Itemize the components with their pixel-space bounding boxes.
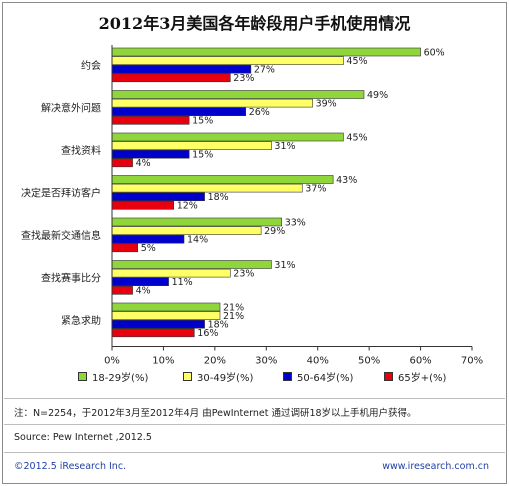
plot-area: 约会 60% 45% 27% 23% 解决意外问题 49% 39% 26% 15% 查找资料 45% 3… (21, 45, 483, 367)
bar (111, 107, 247, 116)
legend-item: 30-49岁(%) (183, 369, 253, 384)
bar (111, 158, 133, 168)
legend-item: 65岁+(%) (384, 369, 446, 384)
bar (111, 311, 221, 320)
bar (111, 285, 133, 295)
data-label: 45% (346, 132, 367, 143)
divider-middle (4, 424, 505, 425)
data-label: 18% (208, 192, 229, 203)
bar (111, 192, 205, 201)
data-label: 39% (316, 99, 337, 110)
data-label: 11% (172, 277, 193, 288)
category-label: 约会 (81, 59, 101, 72)
data-label: 23% (233, 269, 254, 280)
bar (111, 149, 190, 159)
x-tick-label: 50% (358, 356, 380, 367)
legend-swatch (78, 372, 87, 381)
data-label: 37% (305, 184, 326, 195)
category-label: 紧急求助 (61, 314, 101, 327)
data-label: 21% (223, 302, 244, 313)
bar (111, 175, 334, 184)
data-label: 16% (197, 328, 218, 339)
legend-label: 65岁+(%) (398, 373, 447, 384)
data-label: 26% (249, 107, 270, 118)
data-label: 31% (274, 141, 295, 152)
bar (111, 226, 262, 235)
divider-top (4, 398, 505, 399)
legend-label: 30-49岁(%) (197, 373, 254, 384)
data-label: 29% (264, 226, 285, 237)
data-label: 49% (367, 90, 388, 101)
category-label: 查找赛事比分 (41, 272, 101, 285)
bar (111, 268, 231, 278)
bar (111, 98, 313, 108)
legend-item: 18-29岁(%) (78, 369, 148, 384)
bar (111, 302, 221, 312)
bar (111, 56, 344, 65)
bar (111, 328, 195, 338)
data-label: 45% (346, 56, 367, 67)
bar (111, 47, 421, 57)
data-label: 23% (233, 73, 254, 84)
bar (111, 217, 283, 227)
bar (111, 277, 169, 287)
legend-swatch (283, 372, 292, 381)
bar (111, 73, 231, 83)
legend-swatch (384, 372, 393, 381)
chart-title: 2012年3月美国各年龄段用户手机使用情况 (98, 14, 411, 33)
x-tick-label: 10% (152, 356, 174, 367)
data-label: 33% (285, 217, 306, 228)
bar (111, 234, 185, 244)
legend-label: 18-29岁(%) (92, 373, 149, 384)
data-label: 14% (187, 235, 208, 246)
copyright-text: ©2012.5 iResearch Inc. (14, 461, 127, 472)
data-label: 15% (192, 150, 213, 161)
legend-label: 50-64岁(%) (297, 373, 354, 384)
data-label: 12% (177, 201, 198, 212)
x-tick-label: 40% (307, 356, 329, 367)
bar (111, 116, 190, 125)
bar (111, 141, 272, 150)
x-tick-label: 20% (204, 356, 226, 367)
x-tick-label: 0% (104, 356, 120, 367)
data-label: 31% (274, 260, 295, 271)
data-label: 15% (192, 116, 213, 127)
footnote: 注：N=2254，于2012年3月至2012年4月 由PewInternet 通… (14, 408, 417, 419)
website-link[interactable]: www.iresearch.com.cn (382, 461, 489, 472)
x-tick-label: 60% (409, 356, 431, 367)
bar (111, 64, 252, 74)
data-label: 43% (336, 175, 357, 186)
legend-swatch (183, 372, 192, 381)
x-tick-label: 30% (255, 356, 277, 367)
bar (111, 243, 139, 253)
category-label: 查找资料 (61, 144, 101, 157)
data-label: 60% (424, 47, 445, 58)
bar (111, 132, 344, 142)
data-label: 27% (254, 65, 275, 76)
bar (111, 319, 205, 329)
data-label: 21% (223, 311, 244, 322)
source-text: Source: Pew Internet ,2012.5 (14, 432, 152, 443)
legend-item: 50-64岁(%) (283, 369, 353, 384)
category-label: 解决意外问题 (41, 102, 101, 115)
bar (111, 201, 175, 210)
data-label: 18% (208, 320, 229, 331)
bar-chart-svg: 约会60%45%27%23%解决意外问题49%39%26%15%查找资料45%3… (21, 45, 483, 367)
x-tick-label: 70% (461, 356, 483, 367)
data-label: 4% (136, 286, 151, 297)
divider-bottom (4, 452, 505, 453)
bar (111, 183, 303, 193)
data-label: 4% (136, 158, 151, 169)
data-label: 5% (141, 243, 156, 254)
category-label: 查找最新交通信息 (21, 229, 101, 242)
bar (111, 90, 365, 99)
category-label: 决定是否拜访客户 (21, 187, 101, 200)
bar (111, 260, 272, 269)
